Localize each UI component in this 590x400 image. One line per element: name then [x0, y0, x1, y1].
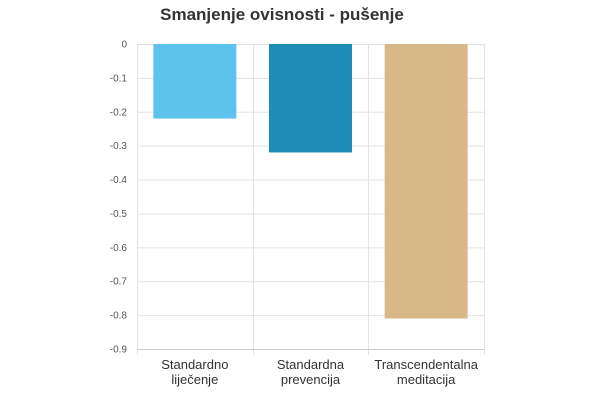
y-tick-label-4: -0.4 [110, 175, 128, 186]
category-label-2: Transcendentalna meditacija [374, 357, 478, 387]
gridlines [137, 44, 485, 355]
bars [153, 44, 468, 319]
y-tick-label-5: -0.5 [110, 209, 128, 220]
y-tick-label-9: -0.9 [110, 345, 128, 356]
bar-1 [269, 44, 352, 153]
y-tick-label-7: -0.7 [110, 277, 128, 288]
y-tick-label-1: -0.1 [110, 73, 128, 84]
category-label-0: Standardno liječenje [161, 357, 228, 387]
y-tick-label-2: -0.2 [110, 107, 128, 118]
y-axis-ticks: 0 -0.1 -0.2 -0.3 -0.4 -0.5 -0.6 -0.7 -0.8 -0.9 [110, 40, 128, 356]
y-tick-label-8: -0.8 [110, 311, 128, 322]
y-tick-label-0: 0 [121, 40, 127, 51]
category-label-1: Standardna prevencija [277, 357, 345, 387]
chart-title: Smanjenje ovisnosti - pušenje [160, 5, 404, 24]
bar-0 [153, 44, 237, 119]
x-axis-categories: Standardno liječenje Standardna prevencija T… [161, 357, 479, 387]
bar-2 [384, 44, 468, 319]
y-tick-label-3: -0.3 [110, 141, 128, 152]
y-tick-label-6: -0.6 [110, 243, 128, 254]
